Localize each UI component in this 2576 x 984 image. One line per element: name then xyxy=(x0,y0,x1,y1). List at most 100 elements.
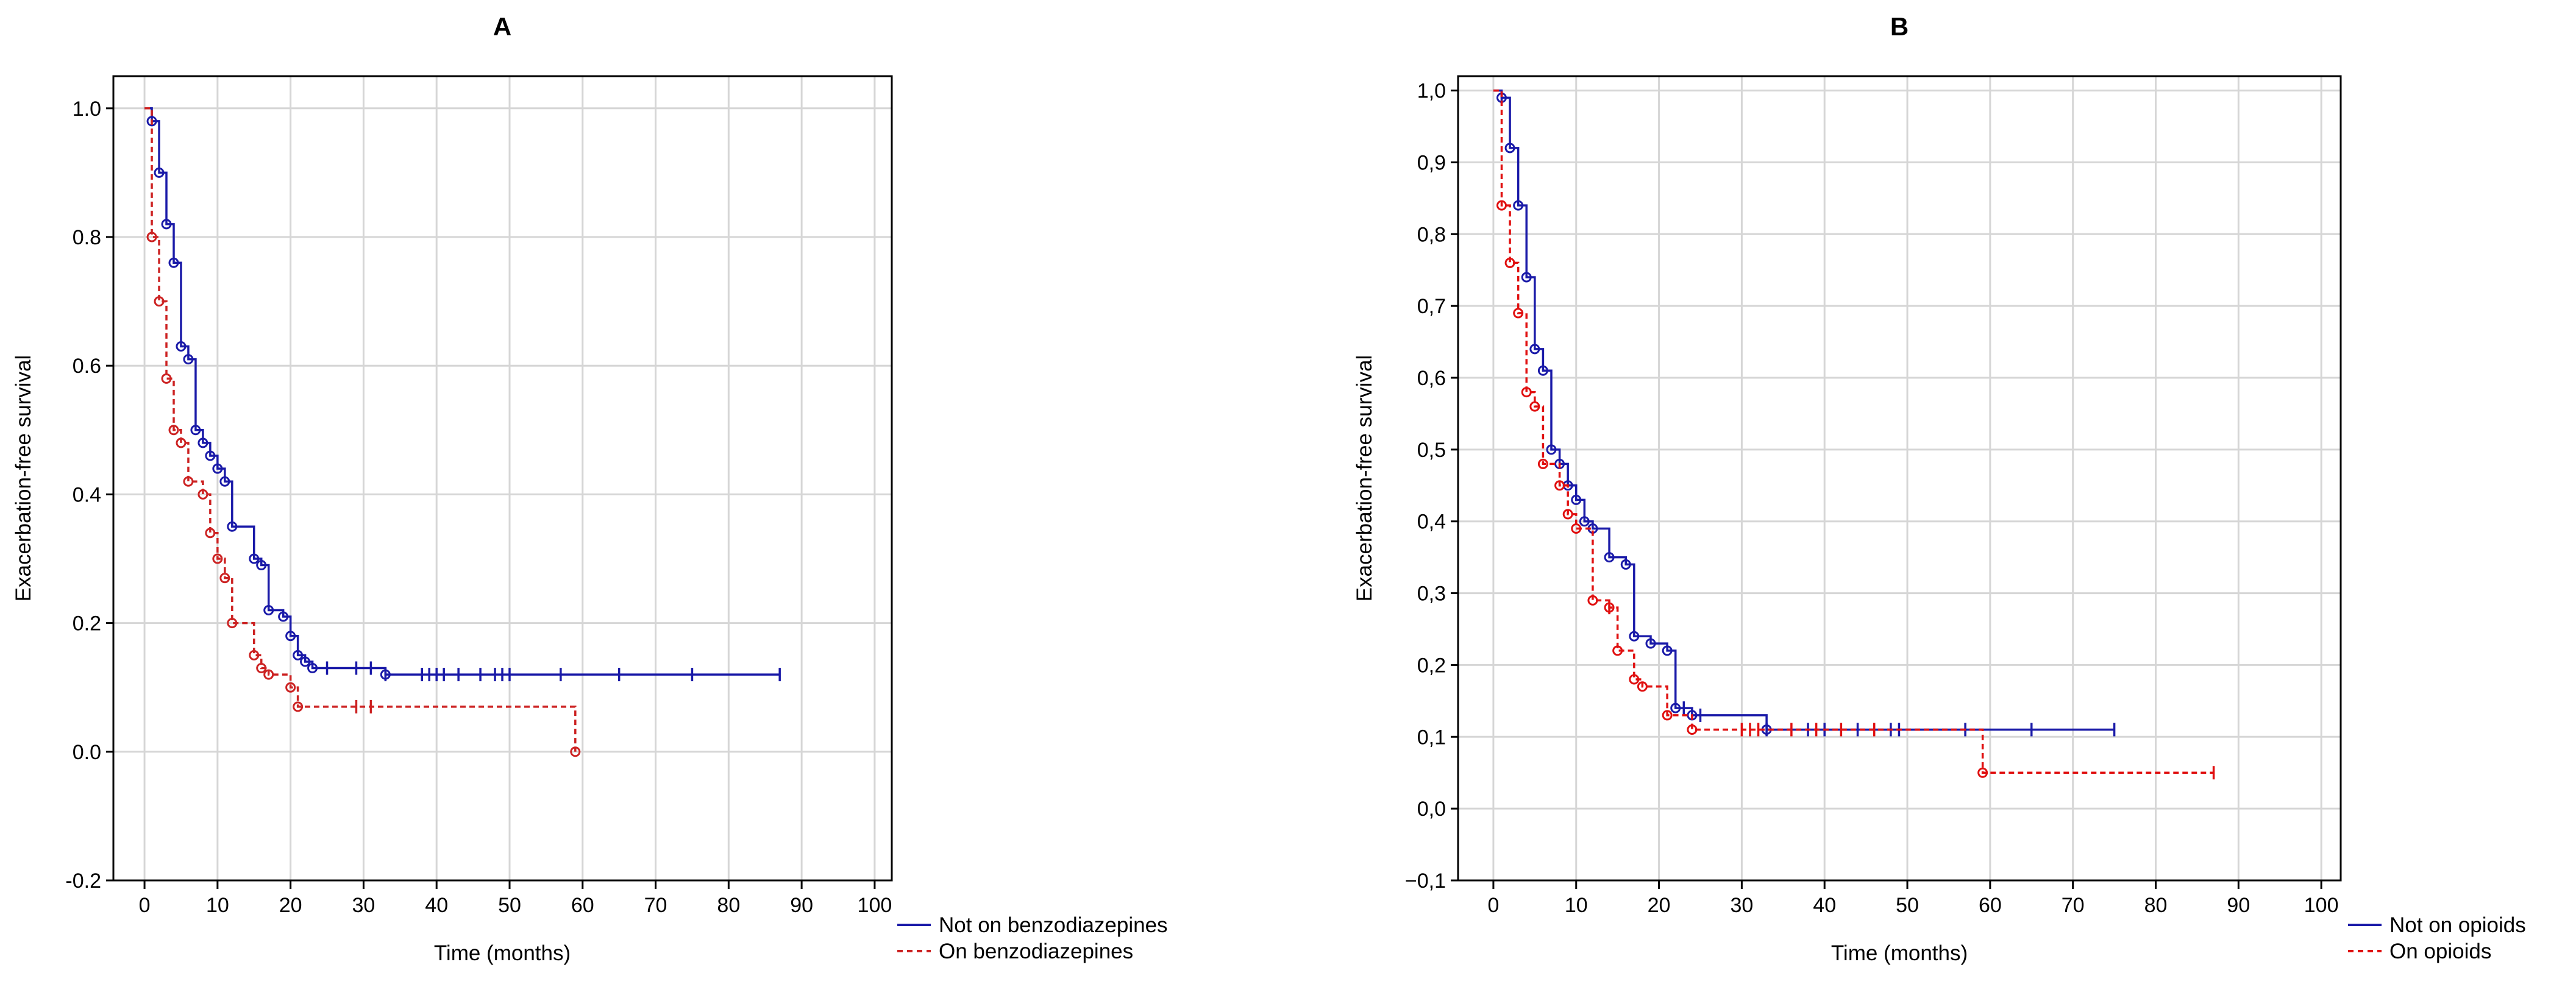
event-marker-b-1-13 xyxy=(1629,674,1640,685)
event-marker-a-0-10 xyxy=(212,463,223,474)
event-marker-b-0-11 xyxy=(1579,516,1590,527)
event-marker-b-1-10 xyxy=(1587,595,1598,606)
event-marker-b-1-15 xyxy=(1662,710,1673,721)
y-tick-label-b-10: 0,9 xyxy=(1417,151,1446,174)
x-tick-label-b-6: 60 xyxy=(1979,894,2002,917)
event-marker-b-1-5 xyxy=(1529,401,1540,412)
y-tick-label-b-3: 0,2 xyxy=(1417,654,1446,677)
y-tick-label-a-4: 0.6 xyxy=(73,355,101,378)
legend-label-a-0: Not on benzodiazepines xyxy=(939,913,1168,937)
event-marker-b-1-4 xyxy=(1521,387,1532,398)
plot-frame-b xyxy=(1457,75,2342,882)
event-marker-b-0-13 xyxy=(1604,552,1615,563)
event-marker-b-0-16 xyxy=(1645,638,1656,649)
x-tick-label-a-4: 40 xyxy=(425,894,448,917)
y-tick-label-b-7: 0,6 xyxy=(1417,367,1446,390)
y-tick-label-b-5: 0,4 xyxy=(1417,511,1446,534)
x-tick-label-a-3: 30 xyxy=(352,894,375,917)
event-marker-a-0-21 xyxy=(307,663,318,674)
legend-label-b-0: Not on opioids xyxy=(2389,913,2526,937)
event-marker-a-0-6 xyxy=(183,354,194,365)
x-tick-label-a-5: 50 xyxy=(498,894,521,917)
event-marker-b-0-4 xyxy=(1521,272,1532,283)
event-marker-b-1-6 xyxy=(1537,458,1548,469)
event-marker-a-0-14 xyxy=(249,553,260,564)
event-marker-b-0-14 xyxy=(1620,559,1631,570)
y-tick-label-b-4: 0,3 xyxy=(1417,582,1446,606)
x-tick-label-b-10: 100 xyxy=(2304,894,2339,917)
event-marker-a-1-1 xyxy=(146,232,157,242)
event-marker-a-1-17 xyxy=(293,701,304,712)
event-marker-a-0-9 xyxy=(205,450,216,461)
x-tick-label-b-8: 80 xyxy=(2144,894,2168,917)
x-tick-label-b-3: 30 xyxy=(1730,894,1753,917)
x-tick-label-a-7: 70 xyxy=(644,894,667,917)
chart-panel-a: A 0 10 20 30 40 50 60 70 80 90 100 -0.2 0.0 0.2 0.4 0.6… xyxy=(12,12,1168,965)
event-marker-b-1-14 xyxy=(1637,681,1648,692)
event-marker-b-1-8 xyxy=(1562,509,1573,520)
x-tick-label-b-1: 10 xyxy=(1565,894,1588,917)
event-marker-a-1-2 xyxy=(154,296,165,307)
event-marker-a-1-6 xyxy=(183,476,194,487)
event-marker-b-0-5 xyxy=(1529,344,1540,355)
series-line-a-0 xyxy=(144,107,780,676)
event-marker-a-0-8 xyxy=(197,437,208,448)
y-tick-label-a-3: 0.4 xyxy=(73,483,101,506)
series-line-a-1 xyxy=(144,107,577,752)
event-marker-a-1-7 xyxy=(197,489,208,500)
event-marker-a-1-14 xyxy=(256,663,267,674)
event-marker-b-0-7 xyxy=(1546,444,1557,455)
x-tick-label-b-7: 70 xyxy=(2062,894,2085,917)
x-tick-label-b-2: 20 xyxy=(1648,894,1671,917)
event-marker-a-0-20 xyxy=(300,656,311,667)
x-tick-label-a-6: 60 xyxy=(571,894,594,917)
y-tick-label-a-0: -0.2 xyxy=(65,869,101,893)
y-tick-label-b-6: 0,5 xyxy=(1417,439,1446,462)
event-marker-a-0-5 xyxy=(176,341,187,352)
x-tick-label-a-8: 80 xyxy=(717,894,740,917)
y-tick-label-a-2: 0.2 xyxy=(73,612,101,635)
event-marker-a-1-4 xyxy=(168,425,179,436)
event-marker-a-0-16 xyxy=(263,604,274,615)
event-marker-a-0-3 xyxy=(161,219,172,230)
x-tick-label-b-9: 90 xyxy=(2227,894,2250,917)
legend-a: Not on benzodiazepines On benzodiazepine… xyxy=(897,913,1168,963)
x-axis-label-a: Time (months) xyxy=(434,941,571,965)
x-tick-label-a-0: 0 xyxy=(139,894,151,917)
event-marker-b-0-3 xyxy=(1513,200,1524,211)
y-tick-label-b-1: 0,0 xyxy=(1417,798,1446,821)
event-marker-b-0-17 xyxy=(1662,645,1673,656)
series-line-b-0 xyxy=(1493,89,2115,731)
event-marker-b-0-6 xyxy=(1537,365,1548,376)
event-marker-b-1-16 xyxy=(1687,724,1698,735)
event-marker-a-1-10 xyxy=(219,573,230,584)
event-marker-a-0-2 xyxy=(154,167,165,178)
x-axis-label-b: Time (months) xyxy=(1831,941,1968,965)
y-axis-label-b: Exacerbation-free survival xyxy=(1353,355,1376,602)
event-marker-a-0-15 xyxy=(256,560,267,571)
event-marker-b-1-1 xyxy=(1496,200,1507,211)
ticks-b: 0 10 20 30 40 50 60 70 80 90 100 −0,1 0,0 0,1 0,2 0,3 0,… xyxy=(1405,80,2339,917)
y-tick-label-a-6: 1.0 xyxy=(73,97,101,121)
legend-b: Not on opioids On opioids xyxy=(2348,913,2526,963)
event-marker-a-1-11 xyxy=(227,618,238,629)
x-tick-label-a-1: 10 xyxy=(206,894,229,917)
y-tick-label-b-9: 0,8 xyxy=(1417,223,1446,246)
event-marker-a-0-11 xyxy=(219,476,230,487)
x-tick-label-b-5: 50 xyxy=(1896,894,1919,917)
event-marker-a-1-19 xyxy=(570,746,581,757)
chart-title-a: A xyxy=(493,12,511,41)
y-tick-label-a-1: 0.0 xyxy=(73,741,101,764)
series-line-b-1 xyxy=(1493,89,2214,774)
event-marker-a-0-17 xyxy=(278,611,289,622)
y-tick-label-b-8: 0,7 xyxy=(1417,295,1446,318)
grid-a xyxy=(113,76,892,882)
event-marker-b-1-2 xyxy=(1504,257,1515,268)
event-marker-a-1-16 xyxy=(285,682,296,693)
y-axis-label-a: Exacerbation-free survival xyxy=(12,355,35,602)
event-marker-a-1-13 xyxy=(249,650,260,660)
event-marker-b-1-9 xyxy=(1571,523,1582,534)
y-tick-label-b-0: −0,1 xyxy=(1405,869,1446,893)
event-marker-a-1-9 xyxy=(212,553,223,564)
